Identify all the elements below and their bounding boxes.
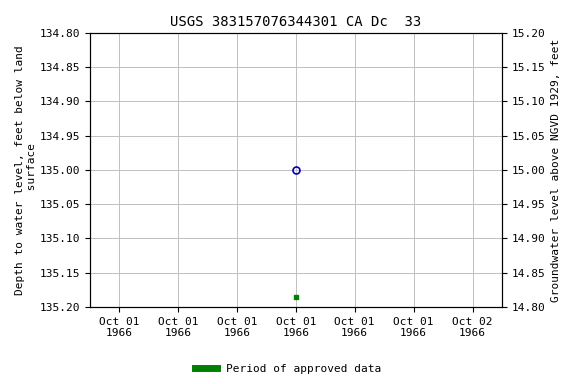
Legend: Period of approved data: Period of approved data (191, 359, 385, 379)
Y-axis label: Groundwater level above NGVD 1929, feet: Groundwater level above NGVD 1929, feet (551, 38, 561, 301)
Title: USGS 383157076344301 CA Dc  33: USGS 383157076344301 CA Dc 33 (170, 15, 422, 29)
Y-axis label: Depth to water level, feet below land
 surface: Depth to water level, feet below land su… (15, 45, 37, 295)
